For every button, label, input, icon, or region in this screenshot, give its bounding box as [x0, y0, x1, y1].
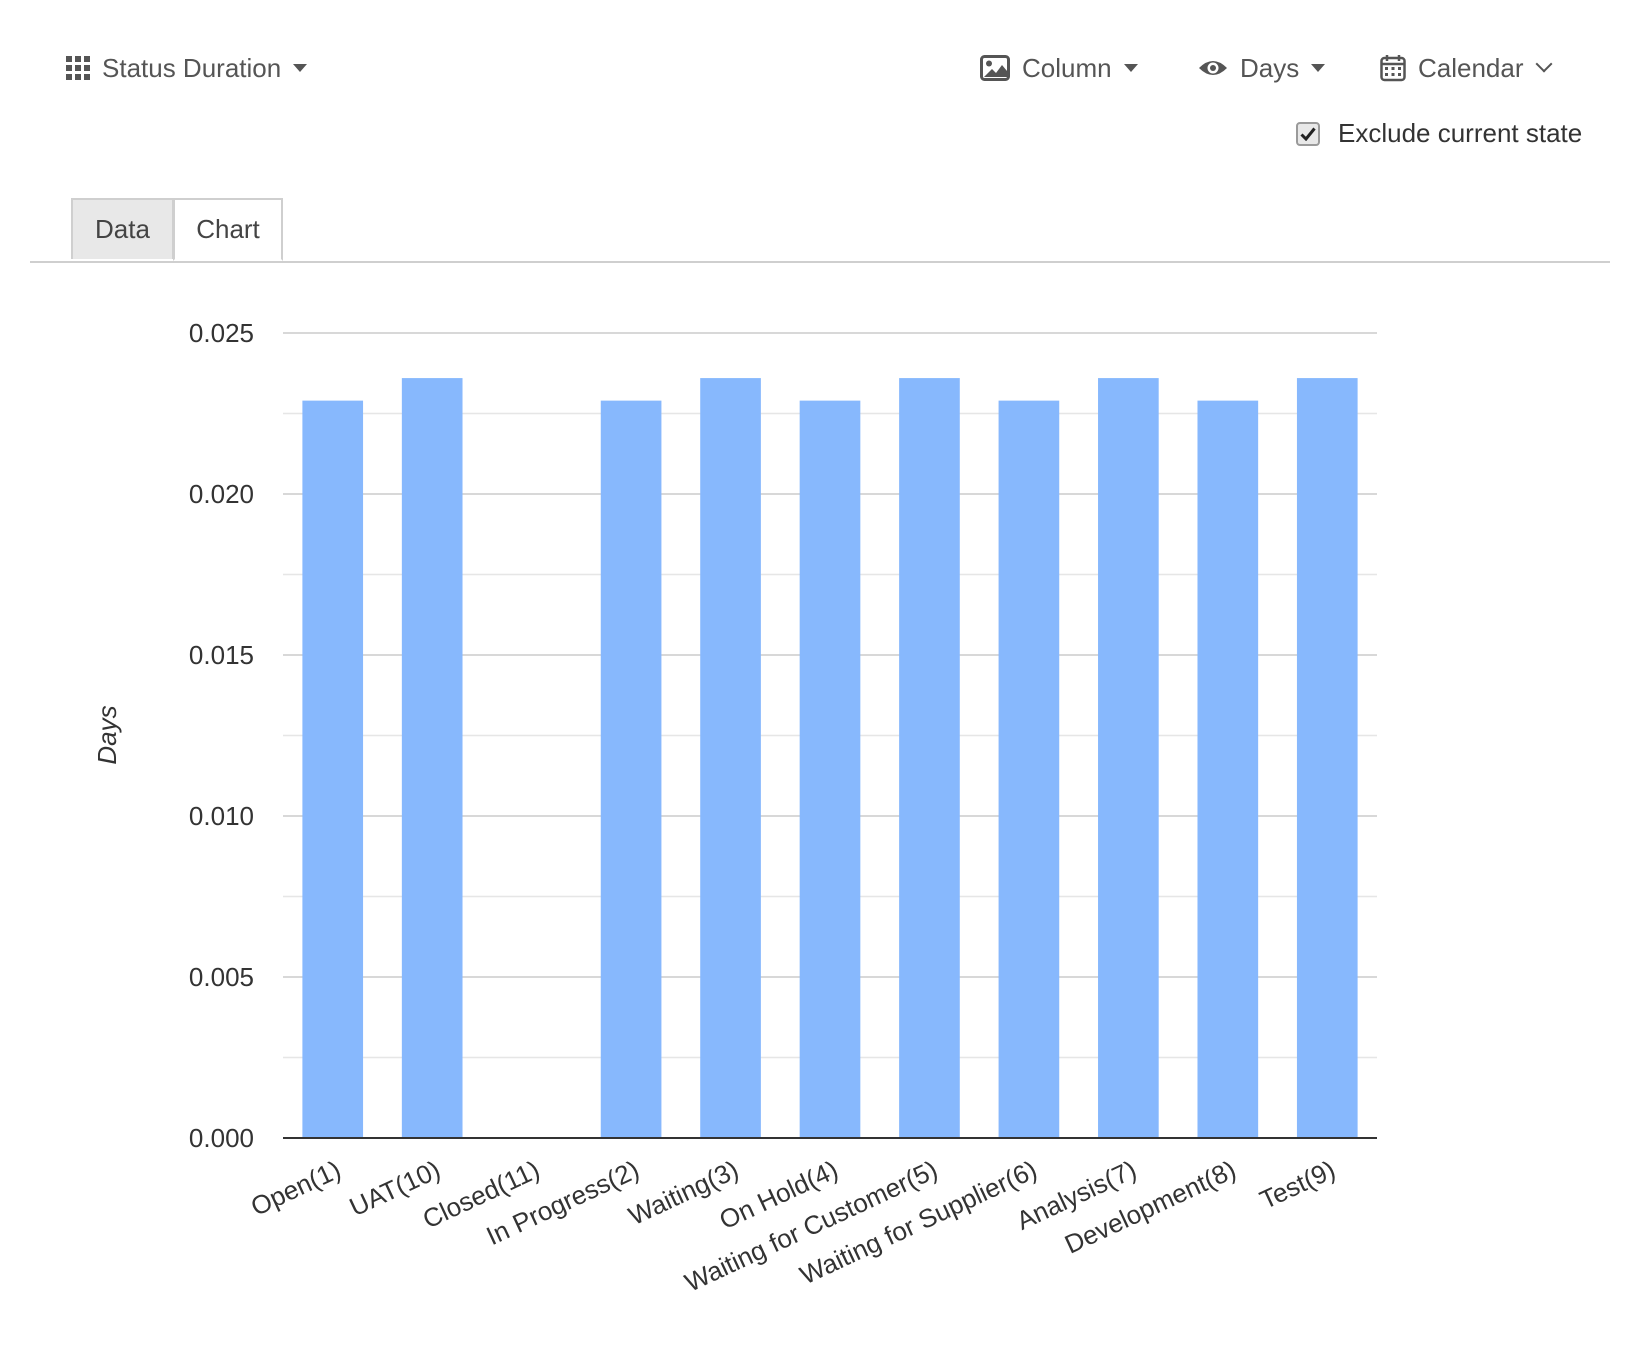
grid-icon	[66, 56, 90, 80]
bar	[998, 400, 1060, 1138]
caret-down-icon	[293, 64, 308, 72]
y-tick-label: 0.005	[189, 962, 254, 992]
bar	[700, 378, 761, 1139]
y-tick-label: 0.000	[189, 1123, 254, 1153]
calendar-icon	[1380, 54, 1406, 82]
y-axis-label: Days	[92, 705, 122, 764]
view-tabs: Data Chart	[30, 198, 1610, 263]
report-selector[interactable]: Status Duration	[66, 48, 308, 88]
chart-type-selector[interactable]: Column	[980, 48, 1138, 88]
tab-chart[interactable]: Chart	[173, 198, 283, 261]
bar	[600, 400, 662, 1138]
chart-type-label: Column	[1022, 52, 1112, 83]
exclude-current-state-label: Exclude current state	[1338, 118, 1583, 148]
image-icon	[980, 55, 1010, 81]
report-selector-label: Status Duration	[102, 52, 282, 83]
caret-down-icon	[1311, 64, 1326, 72]
calendar-label: Calendar	[1418, 52, 1524, 83]
bar	[302, 400, 364, 1138]
bar	[401, 378, 463, 1139]
exclude-current-state: Exclude current state	[1296, 118, 1582, 149]
exclude-current-state-checkbox[interactable]	[1296, 121, 1320, 146]
eye-icon	[1198, 58, 1228, 78]
bar	[1197, 400, 1259, 1138]
y-tick-label: 0.015	[189, 640, 254, 670]
tab-data[interactable]: Data	[71, 198, 174, 259]
x-tick-label: Test(9)	[1255, 1154, 1340, 1215]
unit-selector[interactable]: Days	[1198, 48, 1326, 88]
y-tick-label: 0.010	[189, 801, 254, 831]
check-icon	[1300, 127, 1316, 141]
caret-down-icon	[1123, 64, 1138, 72]
bar	[1098, 378, 1159, 1139]
x-tick-label: Development(8)	[1060, 1154, 1240, 1259]
y-tick-label: 0.025	[189, 318, 254, 348]
bar	[799, 400, 861, 1138]
calendar-selector[interactable]: Calendar	[1380, 48, 1553, 88]
bar	[899, 378, 960, 1139]
y-tick-label: 0.020	[189, 479, 254, 509]
unit-label: Days	[1240, 52, 1300, 83]
bar	[1296, 378, 1358, 1139]
x-tick-label: Open(1)	[246, 1154, 345, 1222]
